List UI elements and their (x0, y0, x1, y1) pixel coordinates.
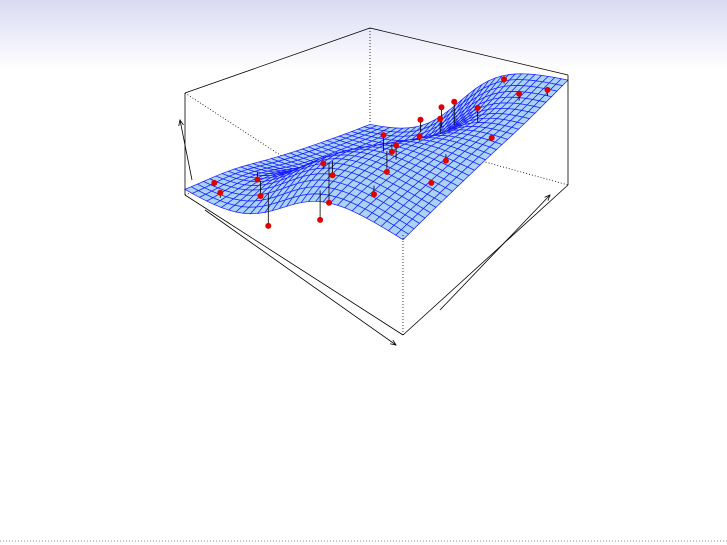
data-point (451, 98, 458, 105)
points (211, 76, 551, 229)
x-axis-arrow (204, 209, 396, 345)
data-point (257, 192, 264, 199)
data-point (393, 142, 400, 149)
data-point (544, 86, 551, 93)
z-axis-arrow (180, 120, 193, 181)
data-point (383, 168, 390, 175)
data-point (437, 115, 444, 122)
data-point (416, 133, 423, 140)
surface (184, 73, 569, 241)
data-point (488, 134, 495, 141)
data-point (474, 104, 481, 111)
data-point (388, 148, 395, 155)
data-point (438, 104, 445, 111)
data-point (320, 160, 327, 167)
data-point (326, 199, 332, 206)
surface-facet (395, 229, 410, 241)
data-point (371, 191, 377, 198)
data-point (417, 116, 424, 123)
data-point (265, 222, 272, 229)
header-band (0, 0, 727, 70)
data-point (329, 172, 336, 179)
data-point (428, 179, 435, 186)
data-point (217, 189, 224, 196)
data-point (442, 157, 449, 164)
box-front (180, 75, 569, 345)
data-point (317, 216, 324, 223)
data-point (380, 132, 387, 139)
data-point (254, 176, 261, 183)
data-point (211, 179, 218, 186)
data-point (501, 76, 508, 83)
y-axis-arrow (439, 195, 550, 311)
data-point (516, 90, 523, 97)
